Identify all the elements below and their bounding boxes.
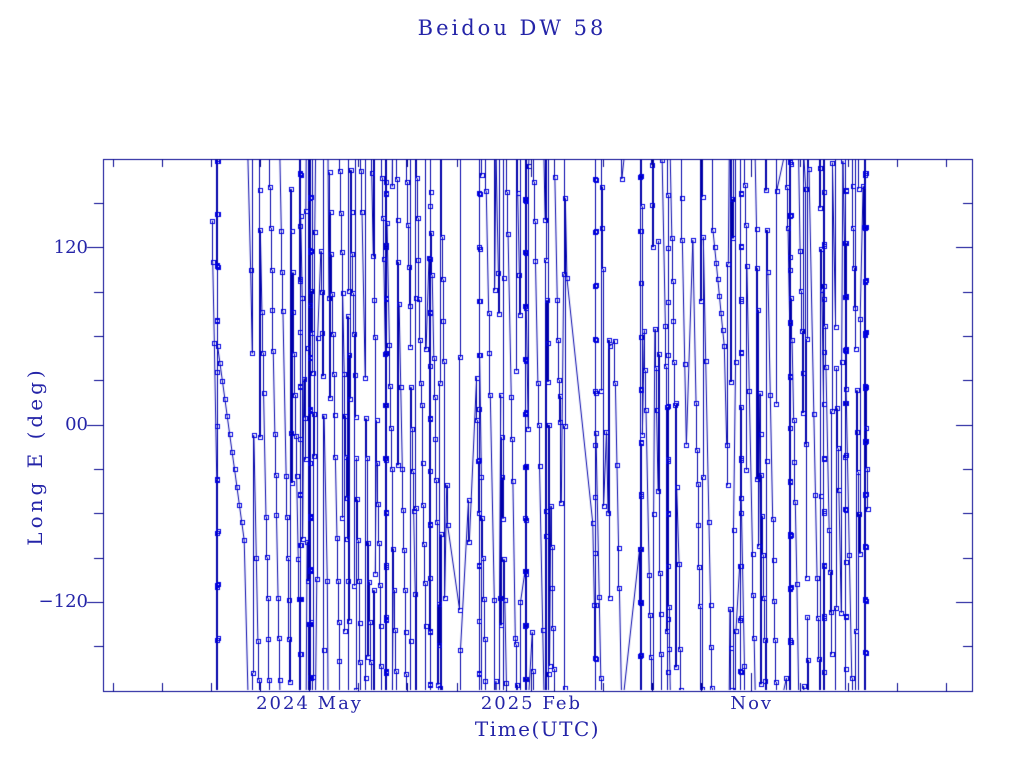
y-axis-title: Long E (deg) (23, 366, 47, 546)
y-tick-label: 00 (65, 414, 88, 435)
x-tick-label: 2025 Feb (480, 693, 583, 714)
y-tick-label: −120 (38, 591, 88, 613)
chart-title: Beidou DW 58 (417, 16, 607, 40)
y-tick-label: 120 (53, 236, 88, 258)
x-tick-label: 2024 May (256, 693, 363, 714)
x-axis-title: Time(UTC) (474, 717, 601, 741)
x-tick-label: Nov (730, 693, 774, 714)
